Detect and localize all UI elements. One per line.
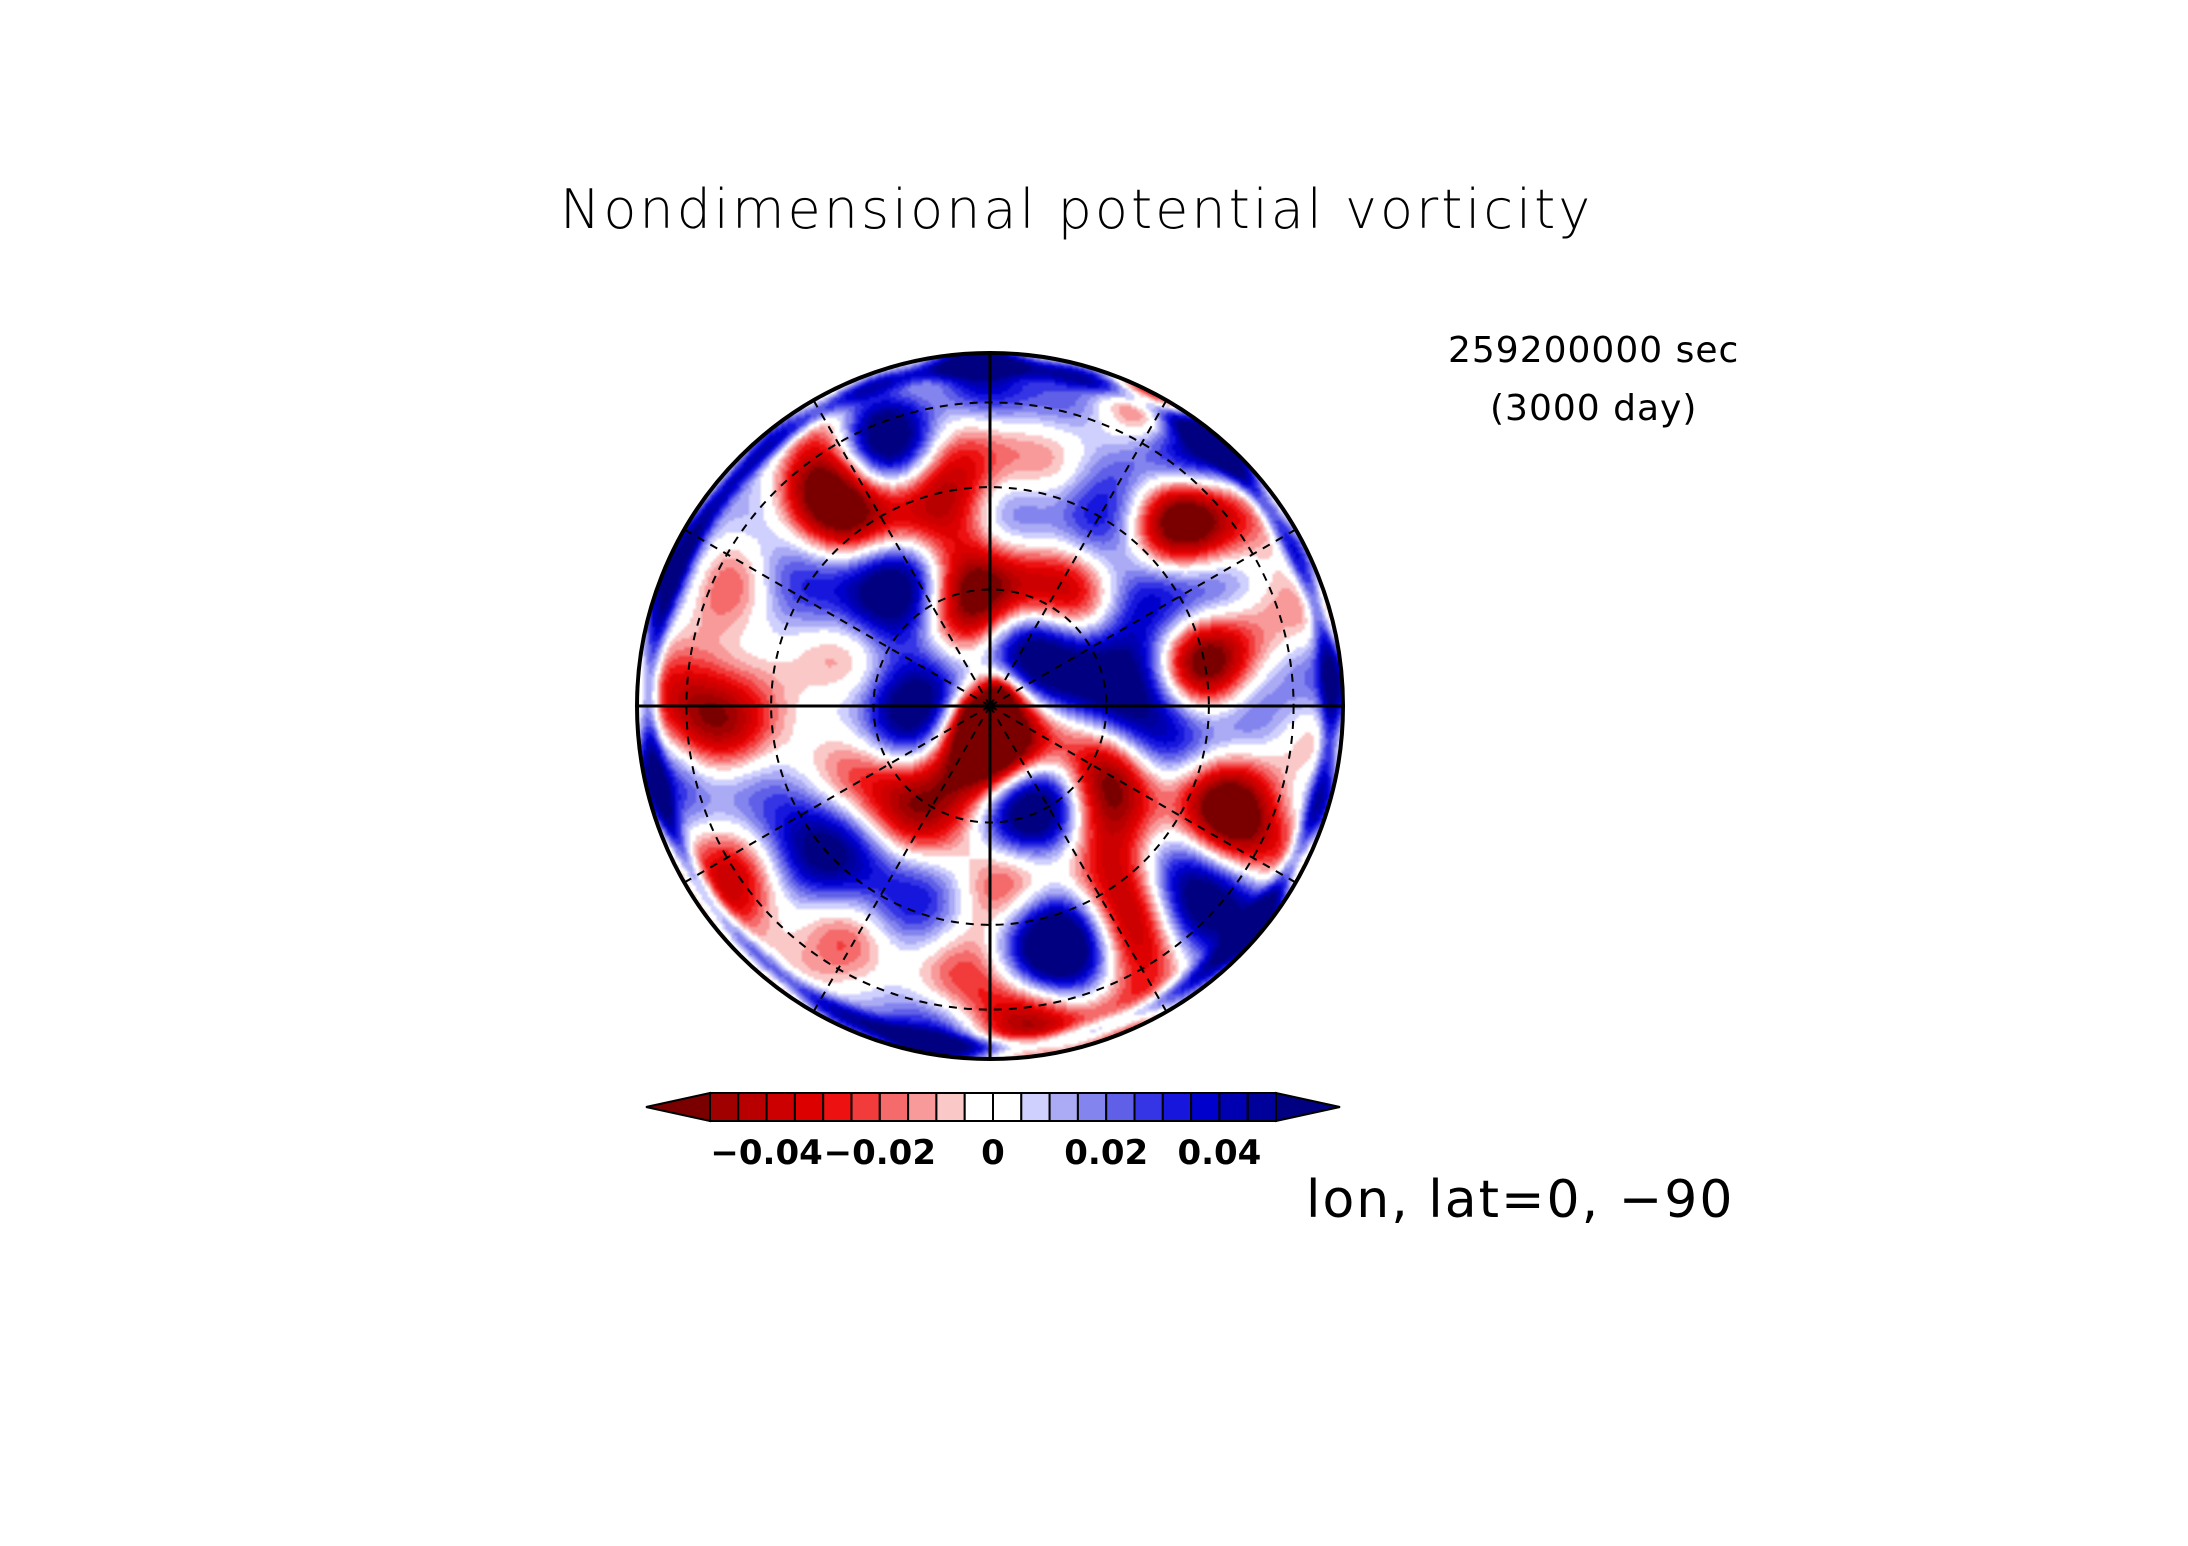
colorbar-tick-label: 0.04 [1177,1133,1261,1173]
projection-label: lon, lat=0, −90 [1306,1170,1735,1230]
colorbar-bin [1161,1092,1193,1122]
colorbar-bin [765,1092,796,1122]
map-gridlines [635,351,1345,1061]
colorbar-bin [1020,1092,1051,1122]
colorbar-bin [935,1092,966,1122]
colorbar-tick-label: 0.02 [1064,1133,1148,1173]
colorbar-tick-label: −0.04 [710,1133,822,1173]
colorbar-bin [1246,1092,1277,1122]
colorbar-extend-low [645,1091,711,1123]
colorbar-bin [878,1092,910,1122]
colorbar-bin [1048,1092,1079,1122]
colorbar-tick-label: 0 [981,1133,1005,1173]
colorbar-bin [1105,1092,1136,1122]
colorbar-bin [850,1092,881,1122]
colorbar-extend-high [1275,1091,1341,1123]
colorbar-bin [1133,1092,1164,1122]
colorbar-bin [907,1092,938,1122]
colorbar-bin [793,1092,825,1122]
colorbar-bin [1190,1092,1221,1122]
colorbar: −0.04 −0.02 0 0.02 0.04 [645,1091,1341,1173]
colorbar-bin [992,1092,1023,1122]
colorbar-bin [1218,1092,1249,1122]
time-days-label: (3000 day) [1490,388,1698,429]
colorbar-bin [822,1092,853,1122]
time-seconds-label: 259200000 sec [1448,330,1740,371]
colorbar-bin [1076,1092,1108,1122]
colorbar-tick-label: −0.02 [824,1133,936,1173]
map-boundary [635,351,1345,1061]
colorbar-bin [963,1092,995,1122]
colorbar-bin [709,1092,740,1122]
chart-title: Nondimensional potential vorticity [560,178,1594,241]
colorbar-bin [737,1092,768,1122]
